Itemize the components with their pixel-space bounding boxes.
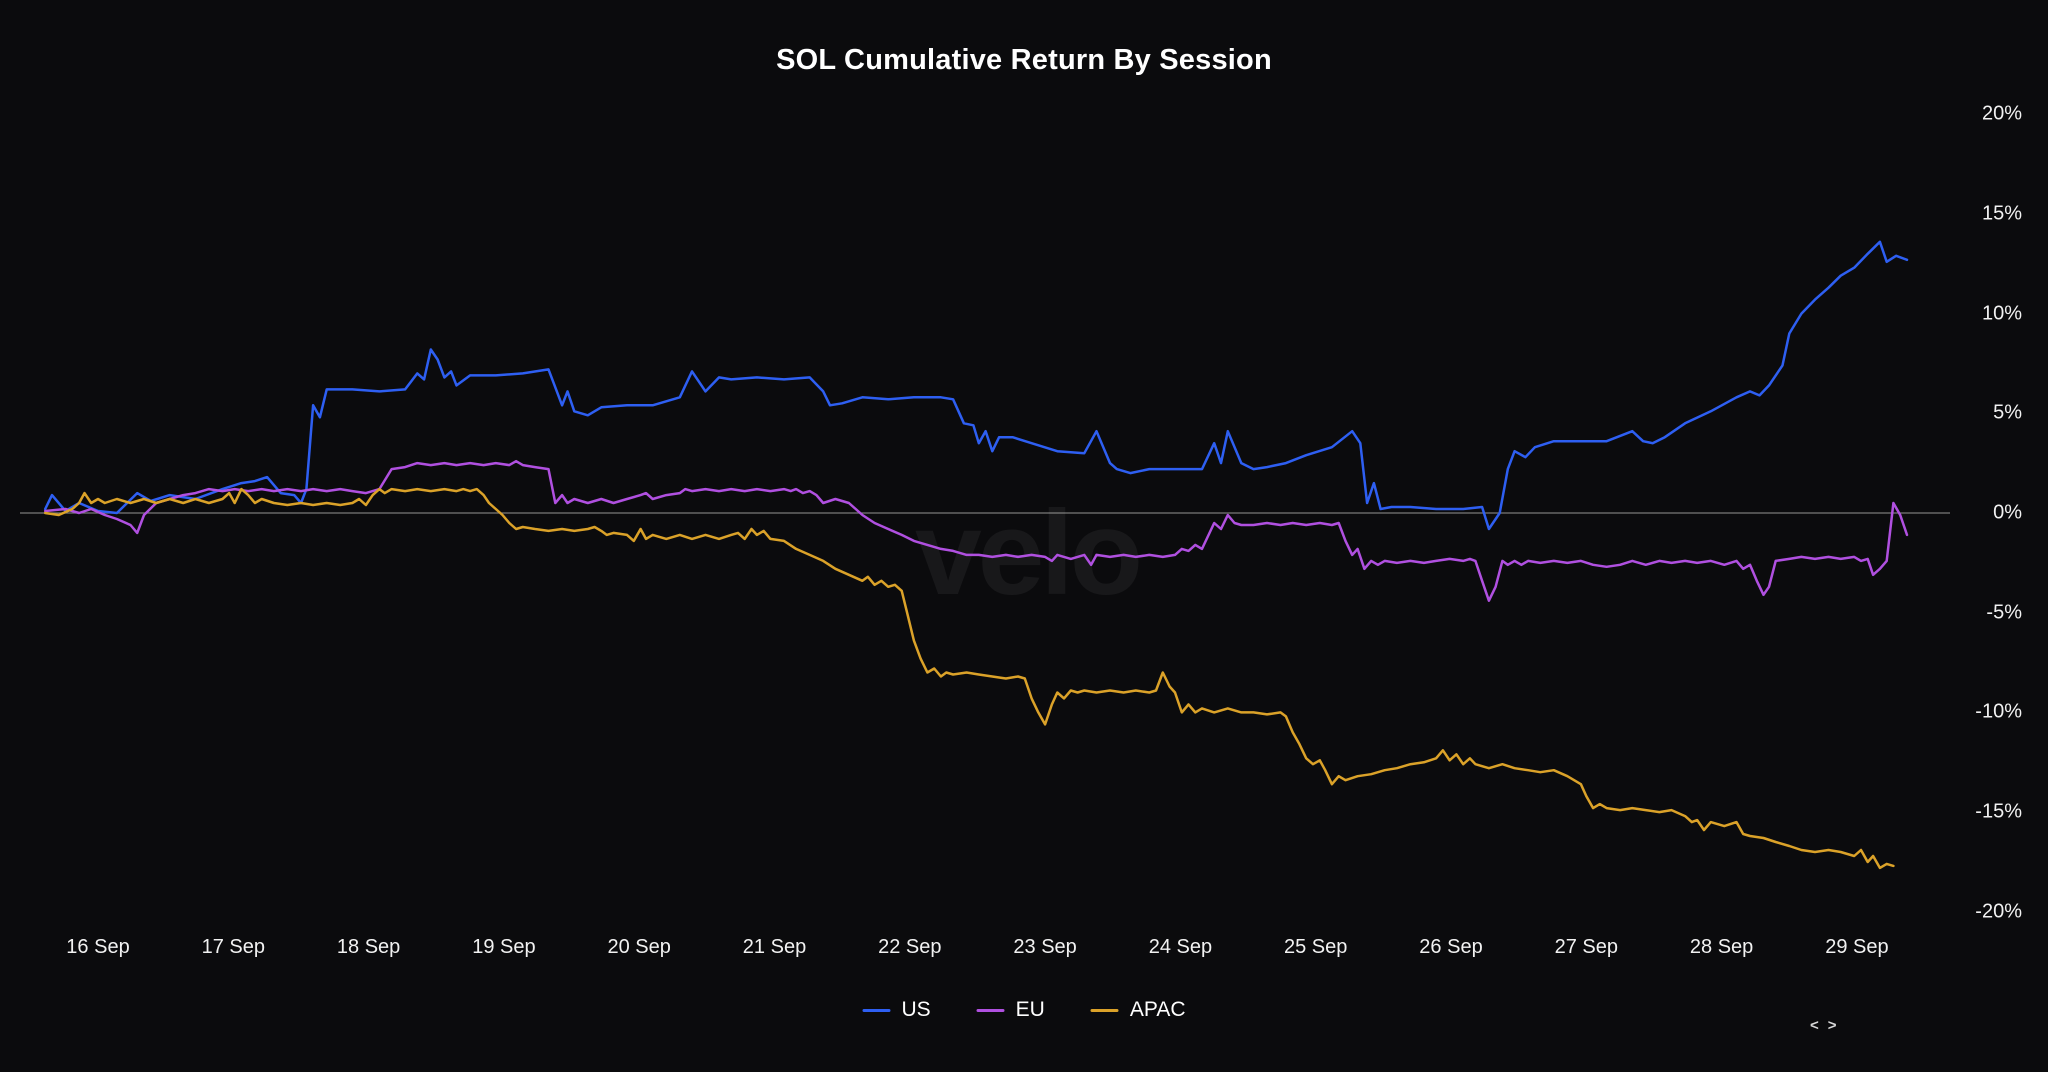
legend-item-us[interactable]: US bbox=[862, 998, 931, 1022]
legend-label-apac: APAC bbox=[1129, 998, 1186, 1021]
legend-item-eu[interactable]: EU bbox=[976, 998, 1045, 1022]
legend-swatch-apac bbox=[1090, 1008, 1119, 1012]
legend-swatch-eu bbox=[976, 1008, 1005, 1012]
chart-title: SOL Cumulative Return By Session bbox=[776, 44, 1272, 76]
legend-label-eu: EU bbox=[1015, 998, 1045, 1021]
pager-prev-icon[interactable]: < bbox=[1810, 1017, 1819, 1034]
series-line-us bbox=[43, 240, 1909, 531]
legend-label-us: US bbox=[901, 998, 931, 1021]
pager: < > bbox=[1810, 1018, 1837, 1033]
legend-swatch-us bbox=[862, 1008, 891, 1012]
chart-legend: US EU APAC bbox=[862, 998, 1186, 1022]
pager-next-icon[interactable]: > bbox=[1827, 1017, 1837, 1034]
series-line-eu bbox=[43, 459, 1909, 602]
legend-item-apac[interactable]: APAC bbox=[1090, 998, 1186, 1022]
series-line-apac bbox=[43, 487, 1895, 870]
velo-watermark: velo bbox=[914, 486, 1143, 620]
